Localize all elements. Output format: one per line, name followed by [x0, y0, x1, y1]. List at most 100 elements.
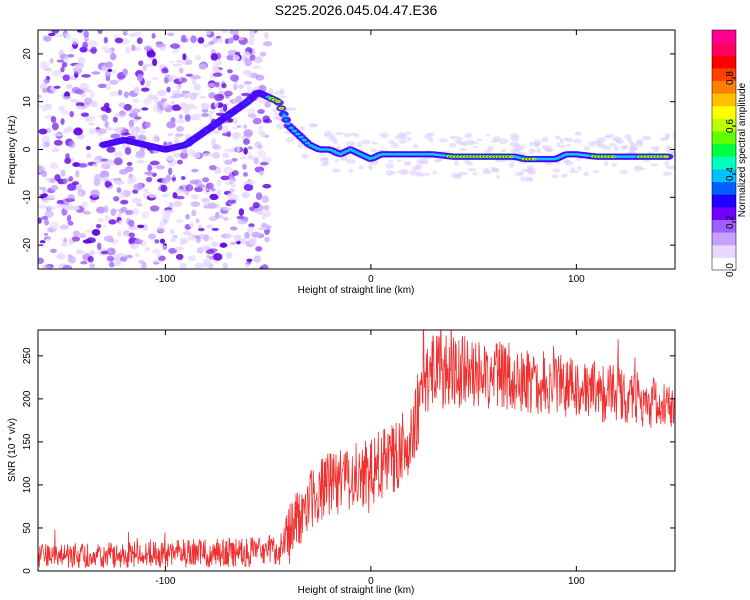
snr-y-ticks: 0 50 100 150 200 250	[22, 347, 675, 574]
noise-speck	[100, 105, 111, 112]
noise-speck	[76, 135, 84, 140]
noise-speck	[87, 40, 98, 48]
noise-speck	[229, 226, 238, 231]
noise-speck	[555, 135, 561, 140]
noise-speck	[62, 74, 70, 82]
noise-speck	[72, 230, 80, 237]
noise-speck	[243, 124, 248, 130]
noise-speck	[650, 146, 660, 150]
noise-speck	[624, 134, 632, 140]
noise-speck	[232, 117, 238, 125]
noise-speck	[148, 233, 157, 240]
noise-speck	[114, 150, 123, 159]
noise-speck	[222, 152, 230, 159]
noise-speck	[200, 102, 209, 107]
noise-speck	[54, 174, 61, 182]
noise-speck	[68, 176, 74, 182]
noise-speck	[173, 135, 180, 144]
ridge-core-blob	[277, 106, 286, 111]
noise-speck	[297, 142, 304, 149]
colorbar-cell	[712, 118, 736, 132]
noise-speck	[621, 146, 628, 150]
y-tick-label: 0	[22, 568, 33, 574]
noise-speck	[110, 208, 117, 216]
noise-speck	[137, 134, 147, 142]
noise-speck	[42, 108, 47, 112]
noise-speck	[134, 116, 142, 120]
noise-speck	[212, 151, 221, 159]
noise-speck	[608, 143, 617, 147]
noise-speck	[243, 147, 248, 155]
noise-speck	[44, 210, 54, 218]
noise-speck	[138, 127, 146, 135]
noise-speck	[190, 35, 197, 43]
noise-speck	[190, 193, 200, 200]
noise-speck	[212, 129, 221, 134]
colorbar-ticks: 0.0 0.2 0.4 0.6 0.8	[725, 71, 736, 277]
noise-speck	[238, 208, 245, 216]
noise-speck	[230, 183, 237, 188]
noise-speck	[301, 154, 310, 159]
noise-speck	[88, 103, 97, 107]
noise-speck	[615, 139, 621, 143]
noise-speck	[191, 168, 199, 173]
noise-speck	[261, 156, 272, 163]
noise-speck	[253, 157, 259, 165]
noise-speck	[104, 181, 113, 187]
snr-frame	[37, 329, 676, 572]
noise-speck	[592, 169, 599, 174]
snr-x-ticks: -100 0 100	[155, 330, 585, 587]
noise-speck	[195, 54, 202, 61]
noise-speck	[61, 110, 69, 115]
noise-speck	[241, 92, 251, 97]
noise-speck	[230, 74, 240, 82]
noise-speck	[263, 41, 273, 47]
noise-speck	[145, 176, 153, 183]
noise-speck	[174, 188, 184, 195]
noise-speck	[104, 205, 109, 213]
y-tick-label: -20	[22, 237, 33, 252]
noise-speck	[193, 152, 201, 159]
noise-speck	[232, 33, 240, 41]
noise-speck	[161, 245, 168, 251]
noise-speck	[564, 160, 574, 166]
noise-speck	[243, 51, 251, 57]
noise-speck	[276, 123, 286, 130]
noise-speck	[545, 145, 552, 151]
noise-speck	[255, 246, 263, 252]
noise-speck	[214, 59, 222, 66]
noise-speck	[134, 238, 143, 245]
noise-speck	[409, 169, 418, 176]
noise-speck	[53, 132, 63, 137]
noise-speck	[75, 169, 80, 178]
noise-speck	[415, 173, 425, 177]
spectrogram-y-ticks: 20 10 0 -10 -20	[22, 48, 675, 252]
noise-speck	[224, 233, 234, 239]
colorbar-label: Normalized spectral amplitude	[737, 82, 748, 217]
noise-speck	[95, 206, 106, 214]
ridge-core-blob	[298, 135, 304, 139]
colorbar-cell	[712, 194, 736, 208]
noise-speck	[152, 134, 159, 143]
noise-speck	[332, 140, 339, 144]
noise-speck	[482, 168, 490, 174]
noise-speck	[47, 206, 56, 210]
noise-speck	[38, 104, 44, 109]
noise-speck	[84, 116, 90, 122]
noise-speck	[131, 44, 136, 52]
noise-speck	[116, 187, 122, 193]
noise-speck	[490, 166, 495, 172]
noise-speck	[195, 235, 201, 240]
noise-speck	[262, 183, 272, 189]
noise-speck	[121, 206, 128, 213]
noise-speck	[240, 55, 246, 63]
spectrogram-ridge	[98, 89, 674, 163]
colorbar-cell	[712, 244, 736, 258]
noise-speck	[226, 192, 236, 201]
noise-speck	[405, 131, 412, 135]
noise-speck	[597, 144, 603, 148]
noise-speck	[62, 96, 72, 100]
noise-speck	[108, 79, 119, 85]
noise-speck	[288, 107, 297, 111]
noise-speck	[385, 163, 394, 169]
